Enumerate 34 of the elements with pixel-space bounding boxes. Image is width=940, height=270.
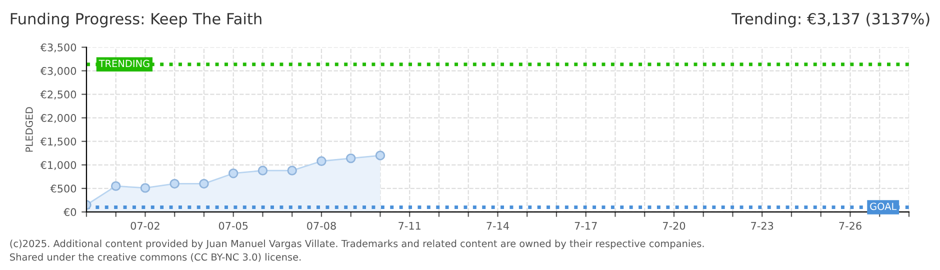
x-tick-label: 07-05 [218, 222, 248, 230]
ref-line-label: TRENDING [98, 60, 150, 68]
x-tick-label: 7-11 [398, 222, 420, 230]
x-tick-label: 7-20 [663, 222, 686, 230]
x-tick-label: 7-17 [574, 222, 597, 230]
text: Shared under the creative commons (CC BY-NC 3.0) license. [10, 253, 301, 262]
point [287, 166, 297, 176]
x-tick-label: 7-23 [751, 222, 774, 230]
x-tick-label: 7-14 [486, 222, 509, 230]
point [110, 181, 121, 191]
point [346, 153, 356, 164]
y-tick-label: €1,500 [40, 138, 76, 147]
y-tick-label: €3,000 [40, 67, 76, 76]
y-tick-label: €2,000 [40, 114, 76, 124]
point [199, 178, 209, 189]
y-tick-label: €1,000 [40, 161, 76, 170]
y-tick-label: €0 [64, 208, 76, 216]
point [228, 168, 238, 178]
x-tick-label: 07-08 [307, 222, 336, 230]
ref-line-label: GOAL [870, 202, 897, 210]
y-tick-label: €500 [50, 184, 76, 193]
x-tick-label: 7-26 [839, 222, 862, 230]
text: (c)2025. Additional content provided by Juan Manuel Vargas Villate. Trademarks and related content are owned by their respective companies. [10, 240, 704, 250]
point [375, 150, 386, 160]
y-tick-label: €3,500 [40, 43, 76, 52]
chart-subtitle: Trending: €3,137 (3137%) [731, 12, 930, 28]
y-axis-title: PLEDGED [26, 107, 33, 152]
chart-title: Funding Progress: Keep The Faith [10, 12, 262, 28]
point [140, 183, 150, 193]
x-tick-label: 07-02 [130, 222, 160, 230]
point [258, 166, 268, 176]
point [170, 178, 180, 189]
point [316, 156, 326, 166]
y-tick-label: €2,500 [40, 90, 76, 100]
